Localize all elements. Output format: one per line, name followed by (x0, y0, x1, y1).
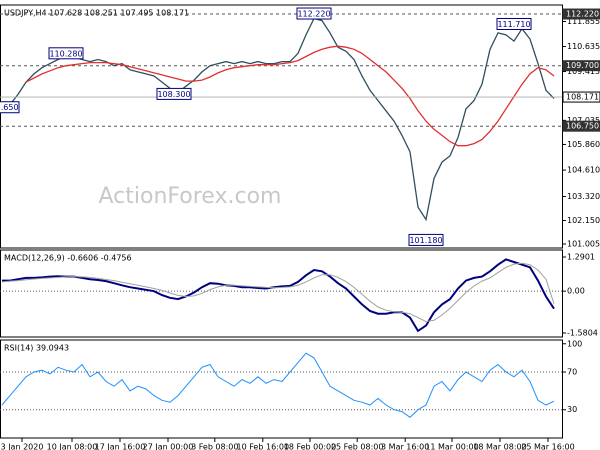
y-tick-label: 109.415 (567, 67, 600, 76)
level-label: 106.750 (566, 122, 599, 131)
y-tick-label: 110.635 (567, 42, 600, 51)
panel-title: RSI(14) 39.0943 (4, 344, 69, 353)
x-tick-label: 3 Feb 08:00 (191, 443, 238, 450)
y-tick-label: 111.855 (567, 17, 600, 26)
series-line (25, 45, 555, 147)
series-line (1, 17, 555, 222)
x-tick-label: 3 Jan 2020 (1, 443, 44, 450)
y-tick-label: 1.2901 (567, 252, 595, 261)
x-tick-label: 3 Mar 16:00 (381, 443, 429, 450)
annotation-label: 110.280 (49, 49, 82, 58)
x-tick-label: 25 Feb 08:00 (331, 443, 383, 450)
x-tick-label: 25 Mar 16:00 (521, 443, 574, 450)
level-label: 112.220 (566, 10, 599, 19)
y-tick-label: 107.035 (567, 116, 600, 125)
annotation-box (496, 17, 532, 30)
x-tick-label: 10 Feb 16:00 (237, 443, 289, 450)
watermark: ActionForex.com (99, 184, 282, 209)
annotation-label: 101.180 (409, 236, 442, 245)
y-tick-label: -1.5804 (567, 329, 598, 338)
x-tick-label: 10 Jan 08:00 (47, 443, 98, 450)
panel-title: USDJPY,H4 107.628 108.251 107.495 108.17… (4, 9, 189, 18)
last-price-label: 108.171 (566, 93, 599, 102)
level-label-box (562, 8, 600, 20)
annotation-label: 108.300 (157, 90, 190, 99)
annotation-box (296, 7, 332, 20)
y-tick-label: 102.150 (567, 216, 600, 225)
panel-title: MACD(12,26,9) -0.6606 -0.4756 (4, 254, 132, 263)
annotation-box (0, 101, 20, 114)
y-tick-label: 101.005 (567, 240, 600, 249)
last-price-box (562, 91, 600, 103)
level-label-box (562, 60, 600, 72)
x-tick-label: 11 Mar 00:00 (425, 443, 478, 450)
y-tick-label: 103.320 (567, 192, 600, 201)
annotation-label: 111.710 (497, 20, 530, 29)
y-tick-label: 0.00 (567, 287, 585, 296)
annotation-box (156, 87, 192, 100)
y-tick-label: 104.610 (567, 166, 600, 175)
y-tick-label: 70 (567, 368, 577, 377)
annotation-box (48, 47, 84, 60)
series-line (1, 262, 555, 323)
annotation-label: 107.650 (0, 103, 19, 112)
y-tick-label: 100 (567, 339, 582, 348)
level-label-box (562, 120, 600, 132)
panel-frame (0, 249, 563, 338)
y-tick-label: 30 (567, 405, 577, 414)
level-label: 109.700 (566, 61, 599, 70)
series-line (2, 258, 555, 333)
annotation-label: 112.220 (297, 10, 330, 19)
y-tick-label: 105.860 (567, 140, 600, 149)
x-tick-label: 18 Feb 00:00 (284, 443, 336, 450)
annotation-box (408, 233, 444, 246)
x-tick-label: 27 Jan 00:00 (143, 443, 194, 450)
panel-frame (0, 339, 563, 439)
x-tick-label: 17 Jan 16:00 (95, 443, 146, 450)
series-line (1, 352, 555, 418)
x-tick-label: 18 Mar 08:00 (473, 443, 526, 450)
